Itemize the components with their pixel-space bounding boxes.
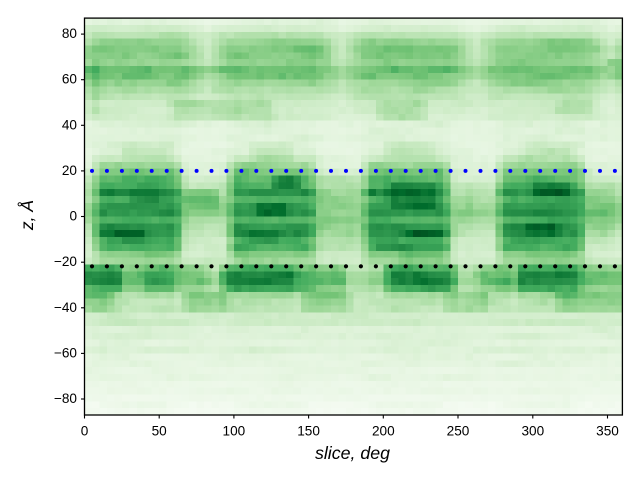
svg-text:slice, deg: slice, deg	[315, 443, 390, 463]
svg-text:−60: −60	[54, 345, 77, 360]
svg-text:100: 100	[223, 423, 246, 438]
svg-text:200: 200	[372, 423, 395, 438]
svg-text:0: 0	[69, 209, 77, 224]
svg-text:20: 20	[62, 163, 78, 178]
svg-text:40: 40	[62, 117, 78, 132]
svg-text:z, Å: z, Å	[17, 200, 37, 231]
svg-text:300: 300	[521, 423, 544, 438]
svg-text:60: 60	[62, 72, 78, 87]
svg-text:50: 50	[152, 423, 168, 438]
svg-text:150: 150	[297, 423, 320, 438]
svg-text:80: 80	[62, 26, 78, 41]
svg-text:−40: −40	[54, 300, 77, 315]
svg-text:250: 250	[447, 423, 470, 438]
svg-text:−80: −80	[54, 391, 77, 406]
svg-text:−20: −20	[54, 254, 77, 269]
svg-text:350: 350	[596, 423, 619, 438]
svg-text:0: 0	[81, 423, 89, 438]
